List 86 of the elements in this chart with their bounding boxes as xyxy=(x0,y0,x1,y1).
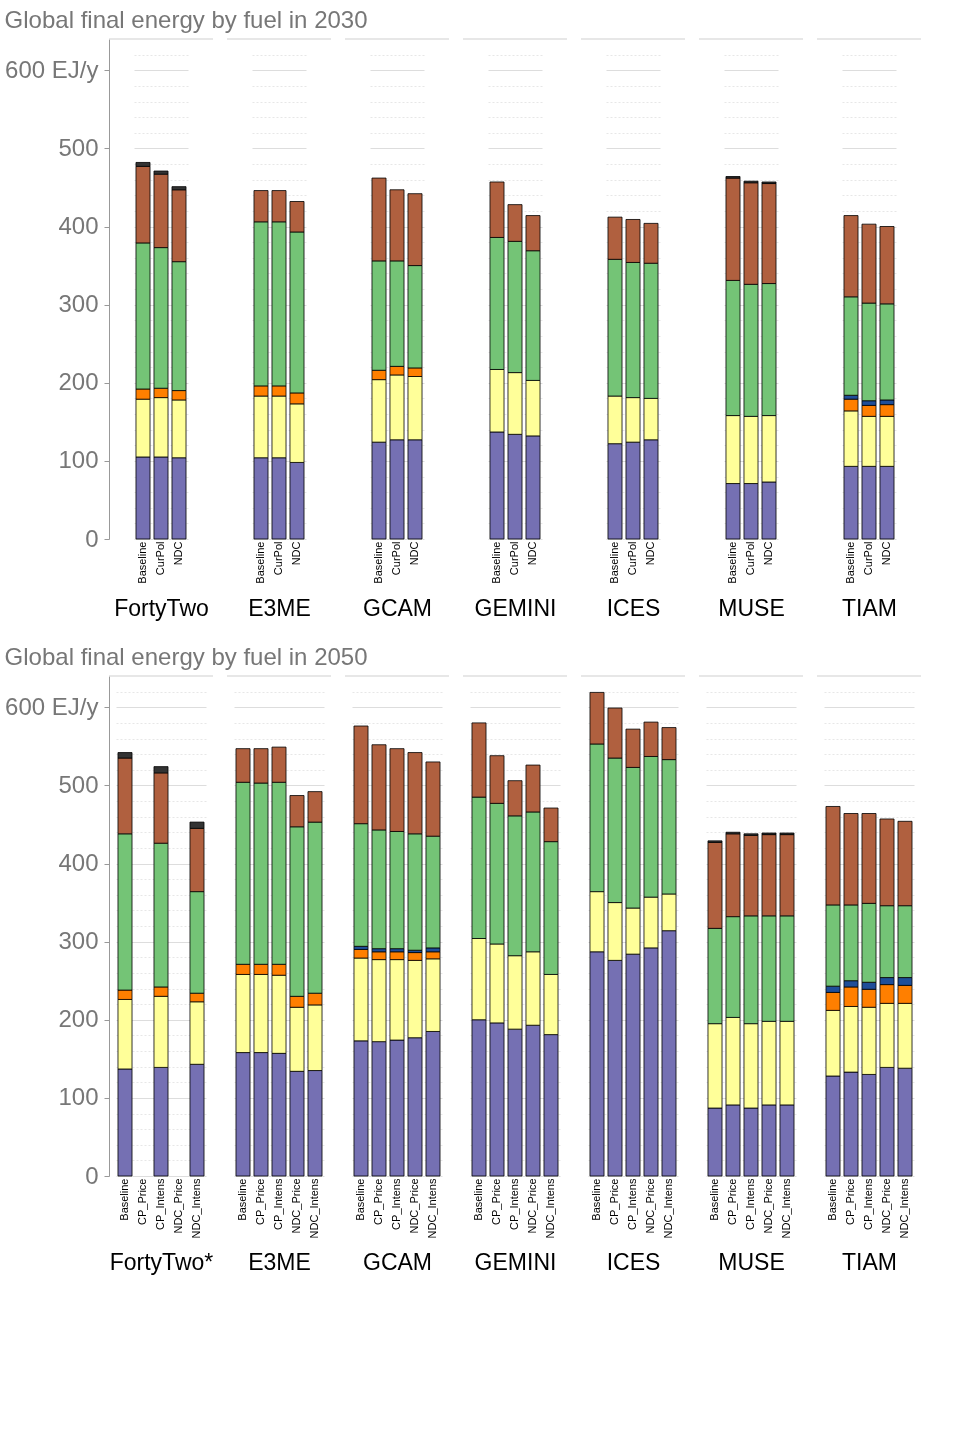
x-tick-label: Baseline xyxy=(844,541,856,584)
x-tick-label: NDC xyxy=(644,541,656,566)
y-tick-label: 400 xyxy=(58,849,99,876)
x-axis-title: GCAM xyxy=(363,594,432,621)
x-tick-label: Baseline xyxy=(236,1178,248,1221)
y-tick-label: 500 xyxy=(58,770,99,798)
x-tick-label: NDC_Price xyxy=(880,1178,892,1234)
x-tick-label: NDC_Price xyxy=(408,1178,420,1234)
x-tick-label: CP_Intens xyxy=(626,1178,638,1230)
x-axis-title: ICES xyxy=(606,1249,661,1276)
x-tick-label: Baseline xyxy=(590,1178,602,1221)
y-tick-label: 600 EJ/y xyxy=(5,55,99,83)
x-tick-label: CP_Price xyxy=(372,1178,384,1225)
x-tick-label: Baseline xyxy=(136,541,148,584)
chart-title: Global final energy by fuel in 2050 xyxy=(4,642,368,670)
chart-title: Global final energy by fuel in 2030 xyxy=(4,5,368,33)
x-tick-label: CurPol xyxy=(744,541,756,576)
x-axis-title: E3ME xyxy=(248,594,311,621)
x-tick-label: NDC_Intens xyxy=(662,1178,674,1239)
x-tick-label: Baseline xyxy=(354,1178,366,1221)
x-axis-title: TIAM xyxy=(842,1249,897,1276)
x-tick-label: NDC_Price xyxy=(290,1178,302,1234)
x-tick-label: NDC_Price xyxy=(526,1178,538,1234)
x-axis-title: TIAM xyxy=(842,594,897,621)
x-tick-label: CP_Intens xyxy=(154,1178,166,1230)
y-tick-label: 200 xyxy=(58,1005,99,1033)
x-tick-label: CP_Intens xyxy=(390,1178,402,1230)
x-tick-label: NDC_Intens xyxy=(308,1178,320,1239)
x-tick-label: NDC_Intens xyxy=(780,1178,792,1239)
x-tick-label: CurPol xyxy=(390,541,402,576)
x-tick-label: CurPol xyxy=(272,541,284,576)
y-tick-label: 400 xyxy=(58,212,99,239)
x-tick-label: NDC_Intens xyxy=(898,1178,910,1239)
x-tick-label: Baseline xyxy=(708,1178,720,1221)
x-axis-title: FortyTwo* xyxy=(109,1249,214,1276)
x-tick-label: NDC_Intens xyxy=(544,1178,556,1239)
x-tick-label: NDC_Price xyxy=(172,1178,184,1234)
y-tick-label: 0 xyxy=(85,1161,99,1189)
x-tick-label: CP_Price xyxy=(608,1178,620,1225)
x-tick-label: NDC xyxy=(408,541,420,566)
x-tick-label: NDC xyxy=(880,541,892,566)
x-tick-label: CurPol xyxy=(154,541,166,576)
y-tick-label: 500 xyxy=(58,133,99,161)
x-tick-label: CP_Intens xyxy=(508,1178,520,1230)
x-tick-label: CurPol xyxy=(626,541,638,576)
x-tick-label: CP_Price xyxy=(136,1178,148,1225)
x-tick-label: NDC_Intens xyxy=(426,1178,438,1239)
x-tick-label: CP_Intens xyxy=(272,1178,284,1230)
x-axis-title: MUSE xyxy=(718,594,785,621)
y-tick-label: 100 xyxy=(58,1083,99,1111)
x-tick-label: CurPol xyxy=(508,541,520,576)
x-axis-title: MUSE xyxy=(718,1249,785,1276)
x-axis-title: GEMINI xyxy=(474,1249,557,1276)
x-tick-label: NDC xyxy=(172,541,184,566)
x-tick-label: NDC xyxy=(762,541,774,566)
x-tick-label: NDC_Price xyxy=(644,1178,656,1234)
x-axis-title: E3ME xyxy=(248,1249,311,1276)
x-tick-label: Baseline xyxy=(472,1178,484,1221)
x-tick-label: CP_Intens xyxy=(862,1178,874,1230)
x-tick-label: NDC_Price xyxy=(762,1178,774,1234)
x-tick-label: Baseline xyxy=(254,541,266,584)
x-tick-label: Baseline xyxy=(826,1178,838,1221)
x-tick-label: Baseline xyxy=(608,541,620,584)
x-tick-label: CP_Intens xyxy=(744,1178,756,1230)
x-tick-label: Baseline xyxy=(726,541,738,584)
x-tick-label: NDC xyxy=(290,541,302,566)
y-tick-label: 100 xyxy=(58,446,99,474)
x-axis-title: ICES xyxy=(606,594,661,621)
y-tick-label: 600 EJ/y xyxy=(5,692,99,720)
x-tick-label: Baseline xyxy=(118,1178,130,1221)
y-tick-label: 0 xyxy=(85,524,99,552)
x-tick-label: CP_Price xyxy=(726,1178,738,1225)
x-tick-label: CP_Price xyxy=(844,1178,856,1225)
x-axis-title: FortyTwo xyxy=(114,594,209,621)
x-tick-label: CurPol xyxy=(862,541,874,576)
x-tick-label: CP_Price xyxy=(254,1178,266,1225)
x-axis-title: GEMINI xyxy=(474,594,557,621)
x-axis-title: GCAM xyxy=(363,1249,432,1276)
x-tick-label: NDC xyxy=(526,541,538,566)
x-tick-label: CP_Price xyxy=(490,1178,502,1225)
x-tick-label: Baseline xyxy=(490,541,502,584)
x-tick-label: NDC_Intens xyxy=(190,1178,202,1239)
y-tick-label: 200 xyxy=(58,368,99,396)
y-tick-label: 300 xyxy=(58,927,99,955)
y-tick-label: 300 xyxy=(58,290,99,318)
x-tick-label: Baseline xyxy=(372,541,384,584)
